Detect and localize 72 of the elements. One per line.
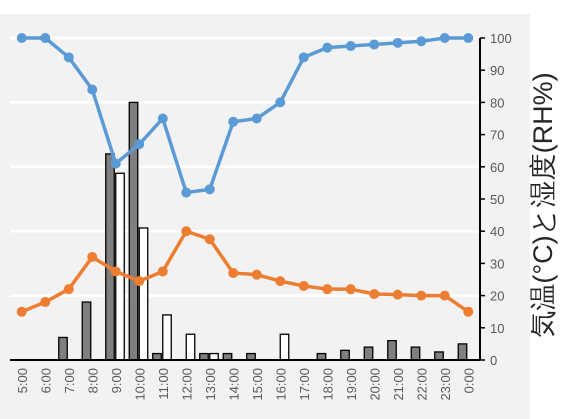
point	[40, 33, 50, 43]
point	[346, 284, 356, 294]
point	[181, 188, 192, 198]
point	[392, 290, 403, 300]
y2-tick-label: 60	[490, 160, 504, 175]
x-tick-label: 13:00	[202, 368, 218, 401]
y2-tick-label: 40	[490, 224, 504, 240]
y2-tick-label: 90	[490, 63, 504, 78]
x-tick-label: 14:00	[226, 368, 242, 401]
point	[416, 36, 426, 46]
y2-tick-label: 20	[490, 288, 504, 304]
y2-tick-label: 0	[490, 353, 498, 368]
point	[40, 297, 50, 308]
y2-tick-label: 80	[490, 95, 504, 110]
point	[322, 42, 332, 53]
point	[228, 116, 238, 127]
y2-tick-label: 100	[490, 31, 512, 46]
point	[440, 290, 450, 301]
point	[87, 84, 98, 95]
x-tick-label: 0:00	[461, 368, 476, 394]
point	[298, 280, 309, 291]
x-tick-label: 23:00	[438, 368, 453, 401]
point	[416, 290, 426, 301]
point	[252, 270, 262, 280]
point	[110, 158, 121, 169]
point	[298, 52, 309, 62]
point	[181, 226, 192, 236]
x-tick-label: 10:00	[132, 368, 148, 401]
point	[369, 39, 380, 50]
point	[87, 252, 98, 262]
y2-tick-label: 50	[490, 192, 504, 207]
point	[204, 184, 215, 194]
y2-tick-label: 30	[490, 256, 504, 272]
x-tick-label: 21:00	[390, 368, 406, 401]
point	[158, 114, 168, 124]
point	[110, 266, 121, 276]
x-tick-label: 15:00	[250, 368, 265, 401]
x-tick-label: 18:00	[320, 368, 336, 401]
point	[275, 97, 286, 108]
point	[16, 306, 27, 317]
point	[369, 288, 380, 299]
point	[252, 114, 262, 124]
x-tick-label: 11:00	[156, 368, 171, 400]
x-tick-label: 20:00	[367, 368, 382, 401]
x-tick-label: 7:00	[62, 368, 77, 394]
point	[134, 139, 144, 150]
point	[64, 52, 74, 62]
point	[204, 234, 215, 244]
point	[158, 266, 168, 276]
point	[463, 306, 474, 317]
point	[228, 268, 238, 278]
point	[64, 284, 74, 294]
y2-tick-label: 70	[490, 128, 504, 143]
y2-tick-label: 10	[490, 320, 504, 336]
point	[392, 38, 403, 48]
point	[463, 33, 474, 43]
x-tick-label: 19:00	[344, 368, 359, 401]
point	[440, 33, 450, 43]
x-tick-label: 8:00	[85, 368, 100, 394]
point	[322, 284, 332, 294]
point	[275, 276, 286, 286]
x-tick-label: 16:00	[273, 368, 288, 401]
x-tick-label: 22:00	[414, 368, 430, 401]
x-tick-label: 17:00	[296, 368, 312, 401]
x-tick-label: 5:00	[14, 368, 30, 394]
x-tick-label: 12:00	[179, 368, 194, 401]
x-tick-label: 6:00	[38, 368, 54, 394]
point	[16, 33, 27, 43]
x-tick-label: 9:00	[108, 368, 124, 394]
point	[346, 41, 356, 52]
point	[134, 276, 144, 286]
y2-axis-title: 気温(°C)と湿度(RH%)	[528, 72, 558, 338]
